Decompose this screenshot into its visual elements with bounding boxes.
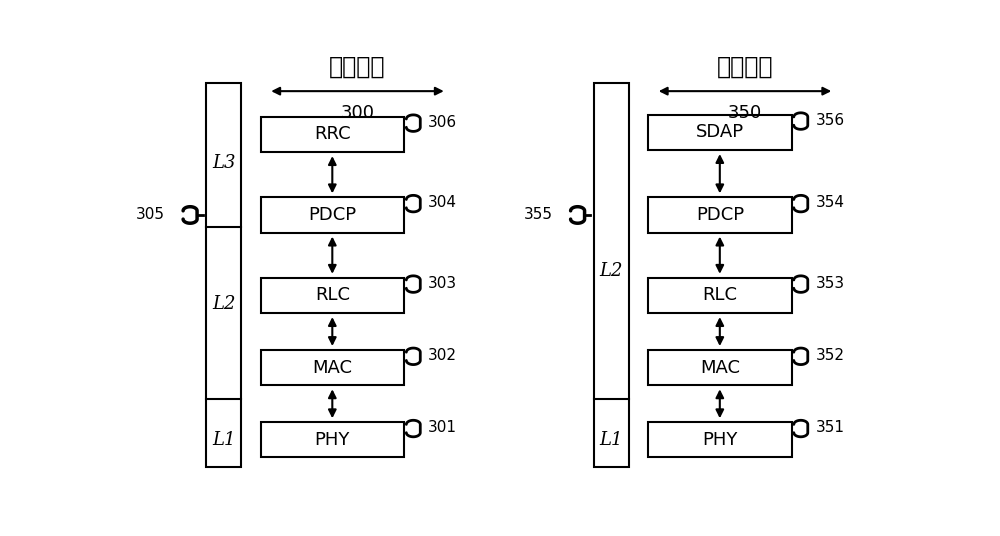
Bar [594, 83, 629, 467]
Text: 305: 305 [136, 207, 165, 222]
Text: L1: L1 [600, 431, 623, 449]
Text: PDCP: PDCP [696, 206, 744, 224]
Text: PHY: PHY [702, 431, 738, 449]
Bar [648, 350, 792, 385]
Text: 352: 352 [816, 348, 845, 363]
Text: 356: 356 [816, 113, 845, 128]
Bar [261, 278, 404, 313]
Text: 用户平面: 用户平面 [717, 55, 773, 79]
Text: MAC: MAC [700, 359, 740, 377]
Text: 302: 302 [428, 348, 457, 363]
Bar [648, 422, 792, 457]
Bar [648, 278, 792, 313]
Text: 306: 306 [428, 115, 457, 130]
Bar [206, 83, 241, 467]
Text: MAC: MAC [312, 359, 352, 377]
Bar [648, 115, 792, 150]
Text: PDCP: PDCP [308, 206, 356, 224]
Text: 351: 351 [816, 420, 845, 435]
Text: 304: 304 [428, 195, 457, 210]
Text: RRC: RRC [314, 125, 351, 144]
Text: 300: 300 [340, 103, 374, 122]
Text: 301: 301 [428, 420, 457, 435]
Bar [261, 197, 404, 233]
Text: PHY: PHY [315, 431, 350, 449]
Bar [648, 197, 792, 233]
Text: L1: L1 [212, 431, 236, 449]
Bar [261, 350, 404, 385]
Text: L2: L2 [600, 262, 623, 280]
Bar [261, 422, 404, 457]
Text: 355: 355 [524, 207, 553, 222]
Text: L2: L2 [212, 295, 236, 312]
Text: L3: L3 [212, 154, 236, 173]
Text: 控制平面: 控制平面 [329, 55, 386, 79]
Text: SDAP: SDAP [696, 123, 744, 142]
Text: 350: 350 [728, 103, 762, 122]
Text: RLC: RLC [702, 286, 737, 304]
Bar [261, 117, 404, 152]
Text: 353: 353 [816, 276, 845, 291]
Text: 303: 303 [428, 276, 457, 291]
Text: RLC: RLC [315, 286, 350, 304]
Text: 354: 354 [816, 195, 845, 210]
